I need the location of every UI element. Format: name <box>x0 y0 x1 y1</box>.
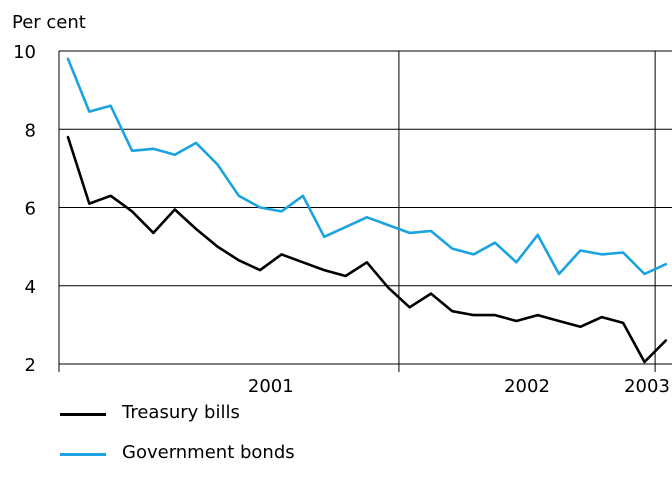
y-tick-label-6: 6 <box>25 199 36 220</box>
y-axis-label: Per cent <box>12 12 86 33</box>
x-tick-label-2002: 2002 <box>504 376 550 397</box>
legend-item-treasury-bills: Treasury bills <box>60 402 460 426</box>
x-tick-label-2001: 2001 <box>248 376 294 397</box>
x-axis-year-labels: 2001 2002 2003 <box>248 376 670 397</box>
legend-label-government-bonds: Government bonds <box>122 442 295 463</box>
y-tick-label-8: 8 <box>25 120 36 141</box>
legend-label-treasury-bills: Treasury bills <box>122 402 240 423</box>
series-line-government-bonds <box>66 57 668 276</box>
series-line-treasury-bills <box>66 135 668 364</box>
y-axis-ticks: 2 4 6 8 10 <box>13 42 36 376</box>
legend-item-government-bonds: Government bonds <box>60 442 460 466</box>
y-tick-label-2: 2 <box>25 355 36 376</box>
chart-series <box>66 57 668 364</box>
chart-grid <box>58 50 672 372</box>
y-tick-label-4: 4 <box>25 277 36 298</box>
y-tick-label-10: 10 <box>13 42 36 63</box>
x-tick-label-2003: 2003 <box>624 376 670 397</box>
legend-swatch-treasury-bills <box>60 413 106 416</box>
legend-swatch-government-bonds <box>60 453 106 456</box>
